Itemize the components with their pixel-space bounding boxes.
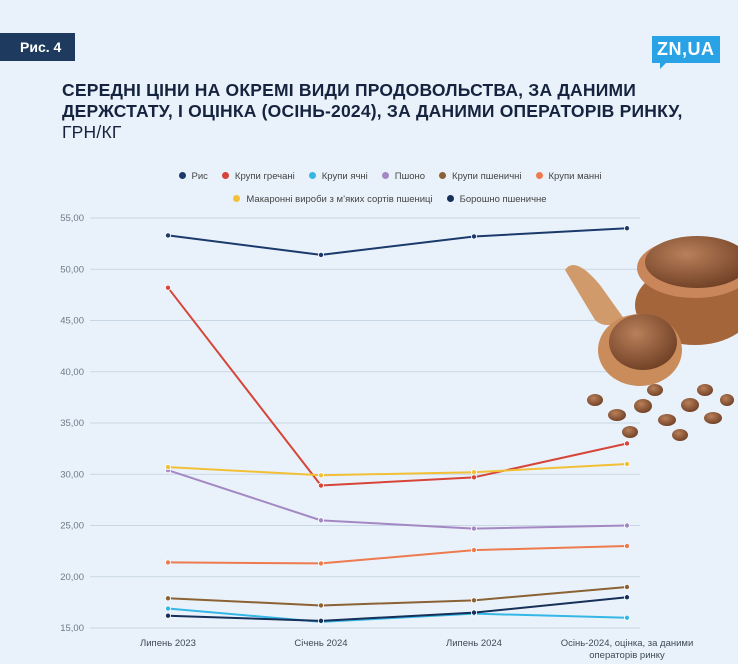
data-point <box>317 482 324 489</box>
series-line <box>167 586 628 607</box>
legend-item: Крупи гречані <box>221 165 295 188</box>
data-point <box>470 233 477 240</box>
legend-swatch <box>446 194 454 202</box>
data-point <box>624 614 631 621</box>
buckwheat-illustration <box>565 236 738 441</box>
series-line <box>167 287 628 487</box>
chart-title-unit: грн/кг <box>62 122 122 142</box>
x-tick-label: Липень 2023 <box>140 638 196 649</box>
legend-label: Пшоно <box>394 171 426 182</box>
series-line <box>167 607 628 623</box>
y-tick-label: 20,00 <box>60 572 84 583</box>
legend-label: Крупи гречані <box>234 171 295 182</box>
series-line <box>167 596 628 622</box>
zn-ua-logo[interactable]: ZN,UA <box>652 36 720 69</box>
x-tick-label-line: Осінь-2024, оцінка, за даними <box>561 638 694 649</box>
data-point <box>470 547 477 554</box>
data-point <box>164 284 171 291</box>
legend-swatch <box>308 171 316 179</box>
data-point <box>317 617 324 624</box>
series-line <box>167 227 628 256</box>
data-point <box>470 597 477 604</box>
x-tick-label: Липень 2024 <box>446 638 502 649</box>
legend: Рис Крупи гречані Крупи ячні Пшоно Крупи пше… <box>140 165 640 211</box>
legend-swatch <box>535 171 543 179</box>
data-point <box>470 474 477 481</box>
data-point <box>624 225 631 232</box>
data-point <box>624 522 631 529</box>
data-point <box>470 525 477 532</box>
legend-label: Крупи манні <box>548 171 602 182</box>
legend-item: Крупи манні <box>535 165 602 188</box>
legend-item: Рис <box>178 165 208 188</box>
legend-item: Борошно пшеничне <box>446 188 547 211</box>
legend-swatch <box>439 171 447 179</box>
legend-swatch <box>233 194 241 202</box>
chart-title: Середні ціни на окремі види продовольств… <box>62 80 702 143</box>
chart-title-main: Середні ціни на окремі види продовольств… <box>62 80 683 121</box>
legend-swatch <box>178 171 186 179</box>
y-tick-label: 45,00 <box>60 316 84 327</box>
x-tick-label: Осінь-2024, оцінка, за даними операторів … <box>561 638 694 661</box>
scoop-grains-icon <box>609 314 677 370</box>
series-line <box>167 463 628 477</box>
legend-item: Крупи пшеничні <box>439 165 522 188</box>
x-tick-label-line: операторів ринку <box>589 650 665 661</box>
legend-label: Рис <box>191 171 208 182</box>
x-tick-label: Січень 2024 <box>294 638 347 649</box>
legend-label: Борошно пшеничне <box>459 194 547 205</box>
legend-label: Макаронні вироби з м’яких сортів пшениці <box>246 194 433 205</box>
legend-label: Крупи пшеничні <box>452 171 522 182</box>
data-point <box>624 440 631 447</box>
figure-badge: Рис. 4 <box>0 33 76 61</box>
legend-swatch <box>381 171 389 179</box>
data-point <box>164 595 171 602</box>
data-point <box>317 602 324 609</box>
y-tick-label: 25,00 <box>60 521 84 532</box>
data-point <box>470 469 477 476</box>
data-point <box>317 251 324 258</box>
y-tick-label: 15,00 <box>60 623 84 634</box>
data-point <box>164 232 171 239</box>
y-tick-label: 40,00 <box>60 367 84 378</box>
legend-item: Крупи ячні <box>308 165 368 188</box>
scoop-handle-icon <box>565 265 625 325</box>
spilled-grains-icon <box>587 384 734 441</box>
legend-item: Макаронні вироби з м’яких сортів пшениці <box>233 188 433 211</box>
data-point <box>164 559 171 566</box>
y-tick-label: 35,00 <box>60 418 84 429</box>
y-tick-label: 30,00 <box>60 469 84 480</box>
bowl-grains-icon <box>645 236 738 288</box>
data-point <box>317 517 324 524</box>
data-point <box>164 605 171 612</box>
data-point <box>164 464 171 471</box>
data-point <box>624 584 631 591</box>
data-point <box>624 594 631 601</box>
data-point <box>164 612 171 619</box>
data-point <box>317 472 324 479</box>
data-point <box>624 460 631 467</box>
legend-label: Крупи ячні <box>321 171 368 182</box>
legend-item: Пшоно <box>381 165 426 188</box>
y-tick-label: 55,00 <box>60 213 84 224</box>
series-line <box>167 545 628 565</box>
data-point <box>317 560 324 567</box>
data-point <box>470 609 477 616</box>
legend-swatch <box>221 171 229 179</box>
y-tick-label: 50,00 <box>60 264 84 275</box>
series-line <box>167 469 628 530</box>
data-point <box>624 543 631 550</box>
